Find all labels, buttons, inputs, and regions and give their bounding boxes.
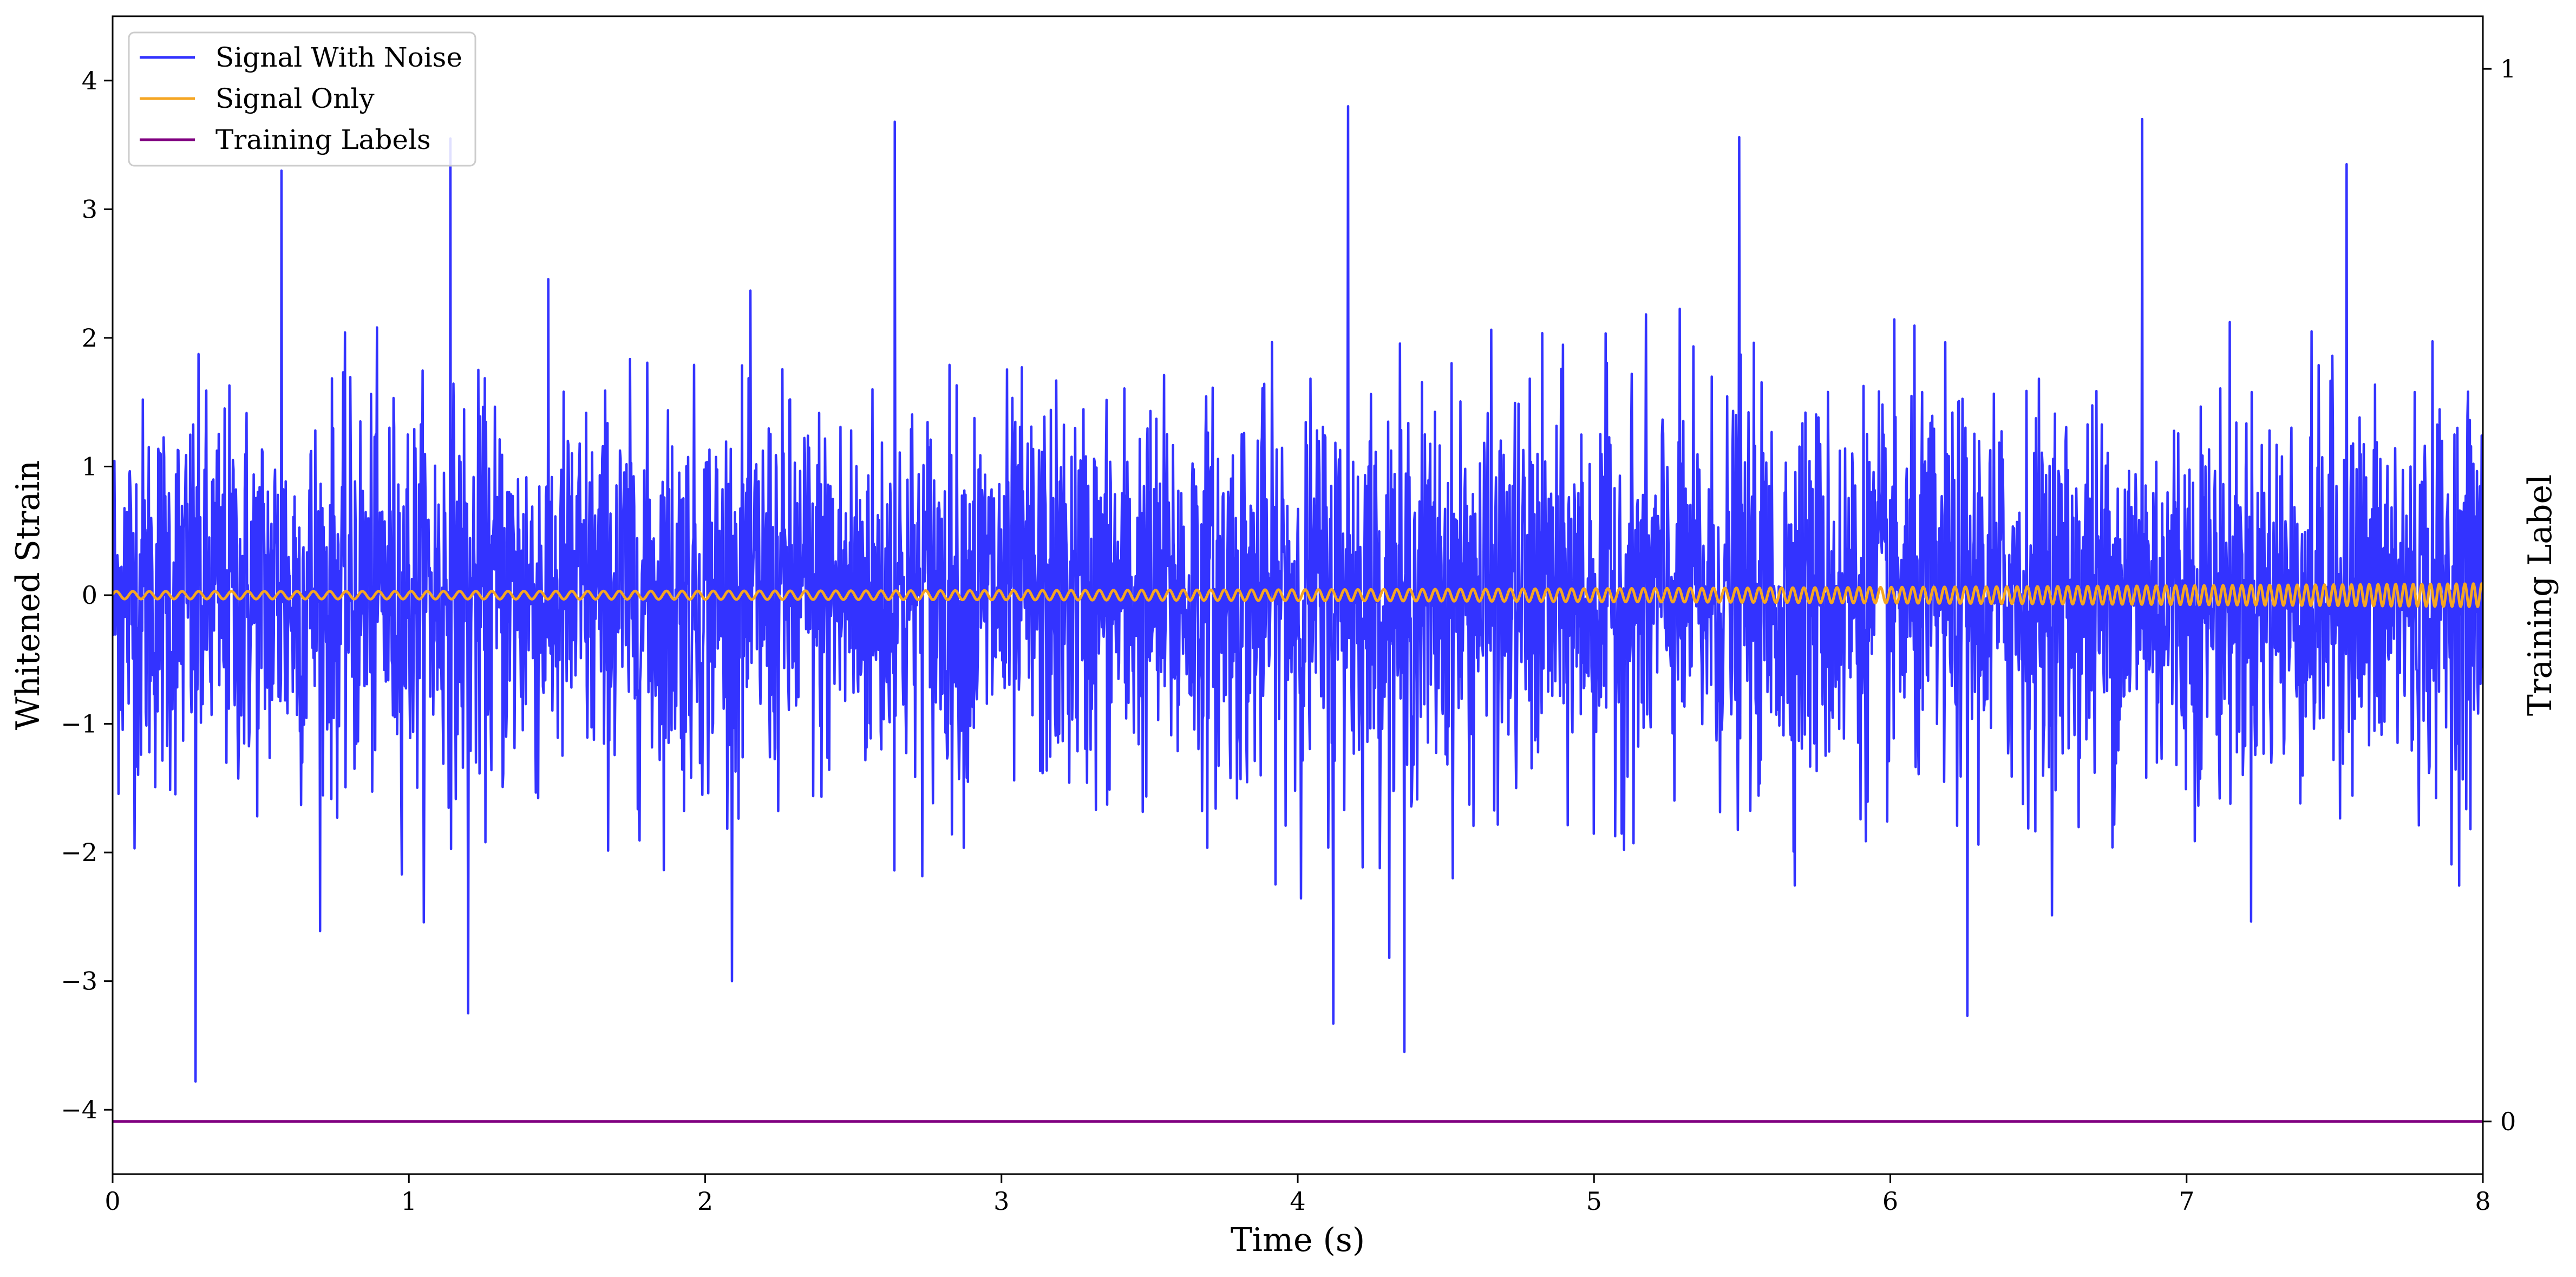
- y-tick-label: 0: [82, 581, 97, 610]
- y-tick-label: 4: [82, 66, 97, 95]
- series-line-signal-only: [113, 582, 2483, 608]
- y2-tick-label: 1: [2500, 54, 2516, 83]
- y-tick-label: 3: [82, 194, 97, 224]
- x-tick-label: 8: [2475, 1187, 2490, 1216]
- x-tick-label: 2: [697, 1187, 713, 1216]
- y2-tick-label: 0: [2500, 1107, 2516, 1136]
- y-axis-label: Whitened Strain: [9, 460, 47, 730]
- axis-ticks: 0 1 2 3 4 5 6 7 8 −4 −3 −2 −1 0 1 2 3 4 0 1: [61, 54, 2516, 1216]
- y-tick-label: −3: [61, 967, 97, 996]
- x-axis-label: Time (s): [1231, 1221, 1365, 1259]
- series-line-signal-with-noise: [113, 105, 2483, 1083]
- y-tick-label: 2: [82, 323, 97, 353]
- legend-label: Signal With Noise: [215, 42, 462, 73]
- x-tick-label: 3: [993, 1187, 1009, 1216]
- y-tick-label: −4: [61, 1095, 97, 1124]
- legend-label: Signal Only: [215, 83, 375, 114]
- y-tick-label: −1: [61, 709, 97, 739]
- legend: Signal With Noise Signal Only Training Lab…: [128, 31, 476, 167]
- x-tick-label: 7: [2179, 1187, 2194, 1216]
- legend-box: [128, 31, 476, 167]
- y-tick-label: 1: [82, 452, 97, 481]
- y2-axis-label: Training Label: [2521, 474, 2559, 716]
- x-tick-label: 0: [104, 1187, 120, 1216]
- legend-label: Training Labels: [215, 124, 431, 155]
- x-tick-label: 6: [1882, 1187, 1898, 1216]
- y-tick-label: −2: [61, 838, 97, 867]
- series-layer: [113, 105, 2483, 1123]
- x-tick-label: 5: [1586, 1187, 1602, 1216]
- x-tick-label: 1: [401, 1187, 417, 1216]
- x-tick-label: 4: [1290, 1187, 1305, 1216]
